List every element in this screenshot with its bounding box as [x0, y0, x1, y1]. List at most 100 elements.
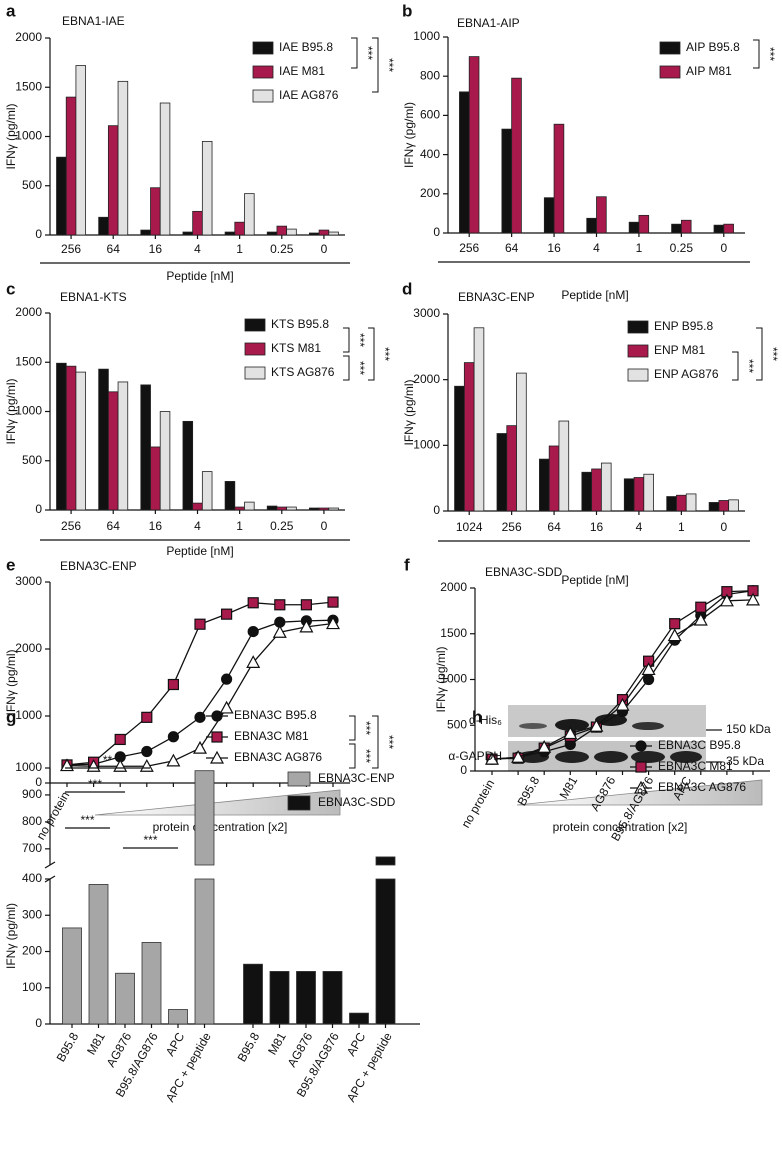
y-tick-label: 2000 — [413, 372, 440, 386]
data-point — [141, 711, 153, 723]
bar — [117, 80, 129, 236]
bar — [328, 231, 339, 236]
x-tick-label: 0 — [321, 519, 328, 533]
x-tick-label: 64 — [107, 519, 121, 533]
size-marker: 35 kDa — [726, 754, 764, 768]
bar — [201, 471, 213, 511]
panel-letter: h — [472, 707, 482, 726]
bar — [723, 223, 734, 234]
bar — [65, 365, 77, 511]
y-tick-label: 500 — [22, 178, 42, 192]
bar — [141, 942, 162, 1025]
x-tick-label: 16 — [547, 241, 561, 255]
y-tick-label: 100 — [22, 980, 42, 994]
y-tick-label: 1500 — [15, 354, 42, 368]
legend-swatch — [252, 65, 274, 79]
bar — [375, 878, 396, 1025]
bar — [308, 232, 320, 236]
y-tick-label: 300 — [22, 907, 42, 921]
bar — [140, 229, 151, 236]
y-tick-label: 200 — [420, 186, 440, 200]
data-point — [695, 601, 707, 613]
x-tick-label: 16 — [149, 519, 163, 533]
bar — [581, 471, 593, 512]
bar — [553, 123, 565, 234]
y-axis-label: IFNγ (pg/ml) — [4, 378, 18, 444]
legend-label: EBNA3C-ENP — [318, 771, 395, 785]
y-axis-label: IFNγ (pg/ml) — [4, 903, 18, 969]
y-tick-label: 1000 — [413, 438, 440, 452]
bar — [496, 433, 508, 512]
bar — [234, 221, 245, 236]
band — [555, 751, 589, 763]
y-tick-label: 0 — [35, 227, 42, 241]
x-tick-label: B95.8 — [235, 1030, 263, 1064]
significance-label: *** — [353, 361, 367, 375]
x-tick-label: 1 — [636, 241, 643, 255]
x-tick-label: 4 — [593, 241, 600, 255]
significance-label: *** — [359, 749, 373, 763]
legend-swatch — [252, 41, 274, 55]
data-point — [669, 618, 681, 630]
data-point — [745, 592, 761, 606]
y-tick-label: 700 — [22, 841, 42, 855]
data-point — [272, 624, 287, 638]
legend-label: EBNA3C M81 — [658, 759, 733, 773]
legend-swatch — [244, 342, 266, 356]
western-blot — [508, 705, 722, 771]
bar — [266, 505, 278, 511]
y-tick-label: 0 — [433, 225, 440, 239]
legend-label: EBNA3C AG876 — [234, 750, 322, 764]
legend-swatch — [287, 771, 311, 787]
x-tick-label: 16 — [590, 520, 604, 534]
y-tick-label: 800 — [420, 68, 440, 82]
y-tick-label: 800 — [22, 814, 42, 828]
x-axis-label: protein concentration [x2] — [553, 820, 688, 834]
bar — [224, 231, 236, 236]
x-tick-label: 4 — [194, 519, 201, 533]
y-tick-label: 2000 — [15, 641, 42, 655]
bar — [516, 372, 527, 512]
y-tick-label: 1000 — [15, 708, 42, 722]
bar — [713, 224, 725, 234]
lane-label: AG876 — [588, 774, 619, 814]
y-tick-label: 900 — [22, 787, 42, 801]
significance-bracket — [349, 743, 356, 769]
concentration-wedge — [94, 789, 341, 816]
x-tick-label: no protein — [459, 777, 498, 830]
bar — [633, 477, 645, 512]
axis-break — [44, 861, 56, 869]
data-point — [221, 673, 233, 685]
bar — [322, 971, 343, 1025]
significance-label: *** — [80, 813, 94, 827]
data-point — [589, 718, 604, 732]
bar — [243, 963, 263, 1025]
bar — [62, 927, 82, 1025]
data-point — [719, 593, 734, 607]
legend-swatch — [659, 41, 681, 55]
legend-label: EBNA3C-SDD — [318, 795, 396, 809]
data-point — [615, 697, 630, 711]
bar — [266, 231, 278, 236]
y-tick-label: 2000 — [15, 305, 42, 319]
bar — [192, 502, 203, 511]
legend-label: ENP B95.8 — [654, 319, 713, 333]
bar — [473, 327, 485, 512]
x-tick-label: B95.8 — [54, 1030, 82, 1064]
bar — [286, 228, 297, 236]
bar — [244, 193, 255, 236]
band — [670, 751, 702, 763]
data-point — [219, 700, 234, 714]
bar — [728, 499, 739, 512]
antibody-label: α-GAPDH — [448, 749, 502, 763]
legend-label: ENP M81 — [654, 343, 705, 357]
band — [632, 722, 664, 730]
x-tick-label: 256 — [61, 519, 81, 533]
y-tick-label: 2000 — [15, 30, 42, 44]
data-point — [166, 753, 181, 767]
x-tick-label: 64 — [505, 241, 519, 255]
bar — [56, 156, 67, 236]
bar — [98, 216, 109, 236]
y-axis-label: IFNγ (pg/ml) — [434, 646, 448, 712]
